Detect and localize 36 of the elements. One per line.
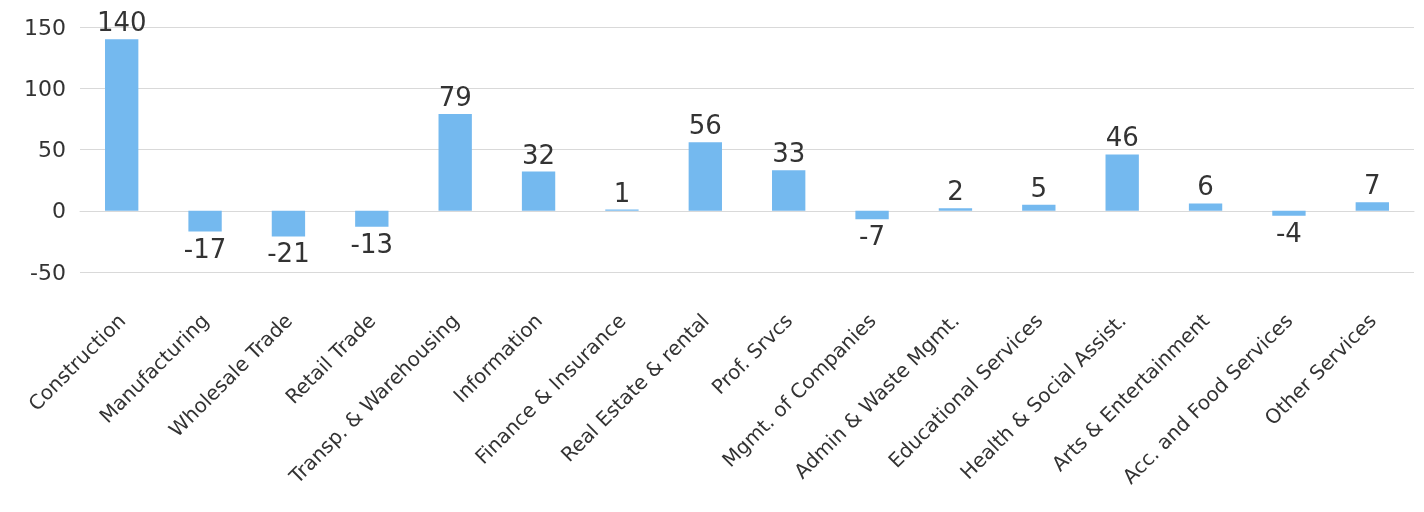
data-label: 2 (947, 176, 964, 207)
bar (271, 210, 306, 237)
bar (355, 210, 389, 227)
data-label: 6 (1197, 171, 1214, 202)
data-label: -13 (350, 228, 394, 259)
data-label: 46 (1105, 122, 1139, 153)
data-label: 140 (96, 7, 147, 38)
data-label: 79 (438, 81, 472, 112)
bar (1272, 210, 1306, 216)
y-tick-label: 0 (52, 198, 66, 224)
bar (105, 39, 139, 211)
data-label: -4 (1275, 217, 1302, 248)
bar (1105, 154, 1139, 211)
data-label: 33 (772, 138, 806, 169)
data-label: 1 (613, 177, 631, 208)
bar (855, 210, 889, 220)
data-label: -21 (267, 238, 310, 269)
bar (438, 113, 472, 211)
bar (688, 142, 722, 211)
data-label: 5 (1030, 172, 1048, 203)
data-label: 7 (1364, 170, 1381, 201)
bar (1355, 202, 1389, 211)
data-label: 56 (688, 110, 722, 141)
bar (1188, 203, 1223, 211)
data-label: 32 (522, 139, 556, 170)
data-label: -7 (859, 221, 886, 252)
y-tick-label: 50 (38, 137, 66, 162)
bar (1022, 204, 1056, 211)
bar (188, 210, 222, 232)
y-tick-label: 100 (24, 75, 66, 101)
bar (772, 170, 806, 211)
y-tick-label: -50 (30, 259, 66, 285)
y-tick-label: 150 (24, 14, 66, 40)
bar (938, 208, 973, 211)
bar (521, 171, 556, 211)
data-label: -17 (183, 233, 227, 264)
